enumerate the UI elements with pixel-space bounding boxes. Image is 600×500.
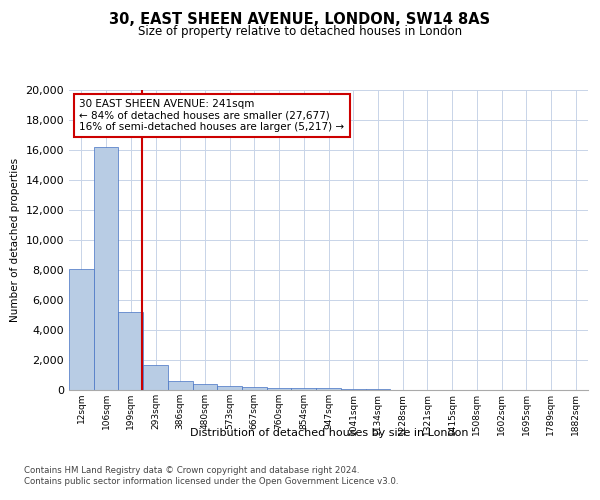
Bar	[267, 388, 292, 390]
Bar	[316, 388, 341, 390]
Bar	[341, 389, 365, 390]
Text: Contains public sector information licensed under the Open Government Licence v3: Contains public sector information licen…	[24, 478, 398, 486]
Text: Size of property relative to detached houses in London: Size of property relative to detached ho…	[138, 25, 462, 38]
Bar	[193, 384, 217, 390]
Bar	[168, 380, 193, 390]
Text: 30 EAST SHEEN AVENUE: 241sqm
← 84% of detached houses are smaller (27,677)
16% o: 30 EAST SHEEN AVENUE: 241sqm ← 84% of de…	[79, 99, 344, 132]
Y-axis label: Number of detached properties: Number of detached properties	[10, 158, 20, 322]
Text: 30, EAST SHEEN AVENUE, LONDON, SW14 8AS: 30, EAST SHEEN AVENUE, LONDON, SW14 8AS	[109, 12, 491, 28]
Bar	[217, 386, 242, 390]
Text: Distribution of detached houses by size in London: Distribution of detached houses by size …	[190, 428, 468, 438]
Bar	[118, 312, 143, 390]
Bar	[292, 388, 316, 390]
Bar	[69, 269, 94, 390]
Bar	[365, 389, 390, 390]
Bar	[94, 147, 118, 390]
Bar	[242, 386, 267, 390]
Text: Contains HM Land Registry data © Crown copyright and database right 2024.: Contains HM Land Registry data © Crown c…	[24, 466, 359, 475]
Bar	[143, 364, 168, 390]
